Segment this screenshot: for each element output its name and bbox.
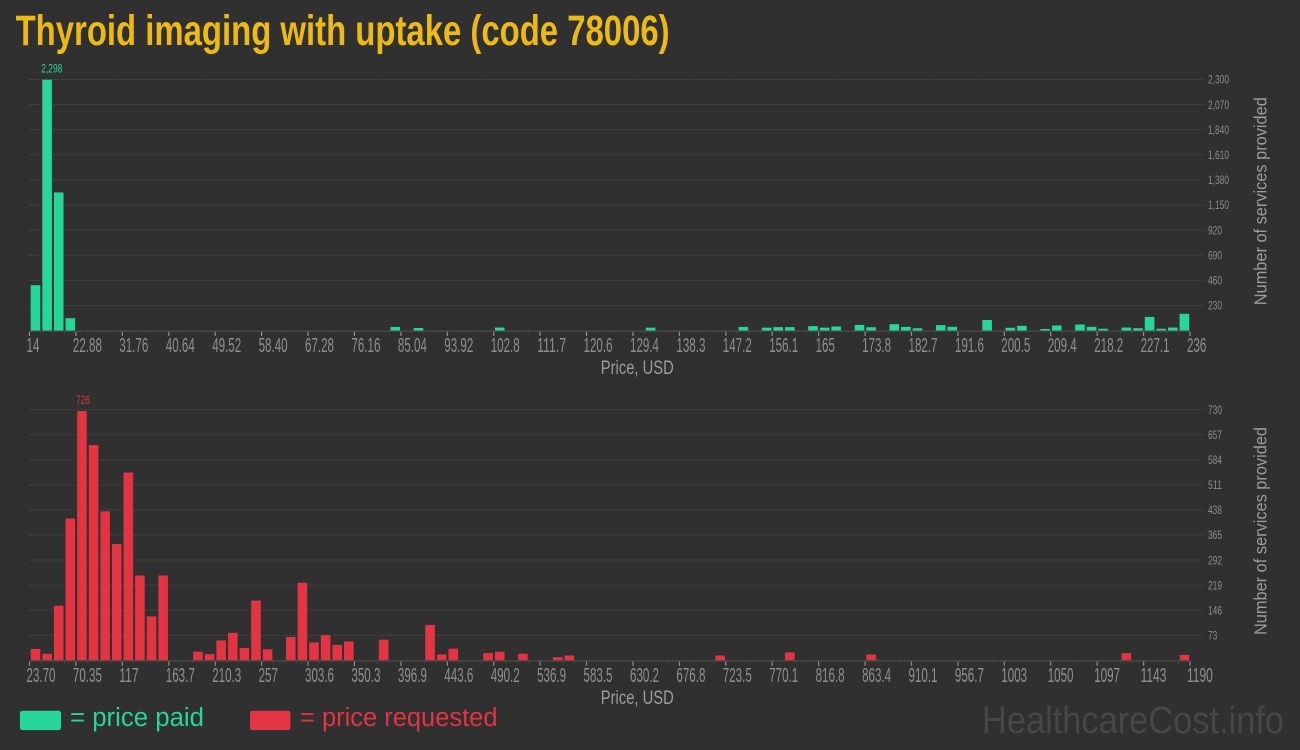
svg-text:182.7: 182.7	[909, 335, 938, 357]
svg-text:218.2: 218.2	[1094, 335, 1123, 357]
svg-text:690: 690	[1208, 248, 1222, 262]
svg-text:676.8: 676.8	[676, 665, 705, 687]
svg-text:1,380: 1,380	[1208, 173, 1229, 187]
svg-text:910.1: 910.1	[909, 665, 938, 687]
svg-text:49.52: 49.52	[212, 335, 241, 357]
svg-text:85.04: 85.04	[398, 335, 427, 357]
svg-text:460: 460	[1208, 274, 1222, 288]
svg-text:257: 257	[259, 665, 278, 687]
svg-text:1097: 1097	[1094, 665, 1120, 687]
svg-text:1190: 1190	[1187, 665, 1213, 687]
svg-text:191.6: 191.6	[955, 335, 984, 357]
svg-text:200.5: 200.5	[1001, 335, 1030, 357]
svg-text:165: 165	[816, 335, 835, 357]
svg-text:173.8: 173.8	[862, 335, 891, 357]
svg-text:956.7: 956.7	[955, 665, 984, 687]
svg-text:40.64: 40.64	[166, 335, 195, 357]
svg-text:292: 292	[1208, 553, 1222, 567]
svg-text:= price requested: = price requested	[300, 704, 498, 732]
svg-text:Thyroid imaging with uptake (c: Thyroid imaging with uptake (code 78006)	[16, 7, 670, 55]
svg-text:1143: 1143	[1141, 665, 1167, 687]
svg-text:536.9: 536.9	[537, 665, 566, 687]
svg-text:583.5: 583.5	[584, 665, 613, 687]
svg-text:511: 511	[1208, 478, 1222, 492]
svg-text:726: 726	[76, 393, 90, 407]
svg-text:723.5: 723.5	[723, 665, 752, 687]
svg-text:Price, USD: Price, USD	[601, 687, 674, 709]
svg-text:230: 230	[1208, 299, 1222, 313]
svg-text:227.1: 227.1	[1141, 335, 1170, 357]
svg-text:22.88: 22.88	[73, 335, 102, 357]
svg-text:303.6: 303.6	[305, 665, 334, 687]
svg-text:920: 920	[1208, 223, 1222, 237]
svg-text:70.35: 70.35	[73, 665, 102, 687]
svg-text:23.70: 23.70	[27, 665, 56, 687]
svg-text:219: 219	[1208, 578, 1222, 592]
svg-text:770.1: 770.1	[769, 665, 798, 687]
svg-text:Price, USD: Price, USD	[601, 357, 674, 379]
svg-text:1,150: 1,150	[1208, 198, 1229, 212]
svg-text:2,070: 2,070	[1208, 98, 1229, 112]
svg-text:14: 14	[27, 335, 40, 357]
svg-text:438: 438	[1208, 503, 1222, 517]
svg-text:Number of services provided: Number of services provided	[1251, 427, 1271, 635]
svg-text:117: 117	[119, 665, 138, 687]
svg-text:HealthcareCost.info: HealthcareCost.info	[982, 700, 1284, 742]
svg-text:1050: 1050	[1048, 665, 1074, 687]
svg-text:209.4: 209.4	[1048, 335, 1077, 357]
svg-text:58.40: 58.40	[259, 335, 288, 357]
svg-text:396.9: 396.9	[398, 665, 427, 687]
svg-text:111.7: 111.7	[537, 335, 566, 357]
svg-text:630.2: 630.2	[630, 665, 659, 687]
svg-text:76.16: 76.16	[351, 335, 380, 357]
svg-text:147.2: 147.2	[723, 335, 752, 357]
svg-text:73: 73	[1208, 628, 1218, 642]
svg-text:584: 584	[1208, 453, 1222, 467]
svg-text:1,610: 1,610	[1208, 148, 1229, 162]
svg-text:863.4: 863.4	[862, 665, 891, 687]
svg-text:= price paid: = price paid	[70, 704, 204, 732]
svg-text:1003: 1003	[1001, 665, 1027, 687]
svg-text:350.3: 350.3	[351, 665, 380, 687]
svg-text:490.2: 490.2	[491, 665, 520, 687]
svg-text:102.8: 102.8	[491, 335, 520, 357]
svg-text:129.4: 129.4	[630, 335, 659, 357]
svg-text:Number of services provided: Number of services provided	[1251, 97, 1271, 305]
svg-text:156.1: 156.1	[769, 335, 798, 357]
svg-text:138.3: 138.3	[676, 335, 705, 357]
svg-text:365: 365	[1208, 528, 1222, 542]
svg-text:816.8: 816.8	[816, 665, 845, 687]
svg-text:1,840: 1,840	[1208, 123, 1229, 137]
svg-text:443.6: 443.6	[444, 665, 473, 687]
svg-text:236: 236	[1187, 335, 1206, 357]
svg-text:210.3: 210.3	[212, 665, 241, 687]
svg-text:67.28: 67.28	[305, 335, 334, 357]
svg-text:657: 657	[1208, 428, 1222, 442]
svg-text:2,298: 2,298	[41, 62, 62, 76]
svg-text:31.76: 31.76	[119, 335, 148, 357]
svg-text:2,300: 2,300	[1208, 73, 1229, 87]
svg-text:730: 730	[1208, 403, 1222, 417]
svg-text:93.92: 93.92	[444, 335, 473, 357]
svg-text:163.7: 163.7	[166, 665, 195, 687]
svg-text:120.6: 120.6	[584, 335, 613, 357]
svg-text:146: 146	[1208, 603, 1222, 617]
